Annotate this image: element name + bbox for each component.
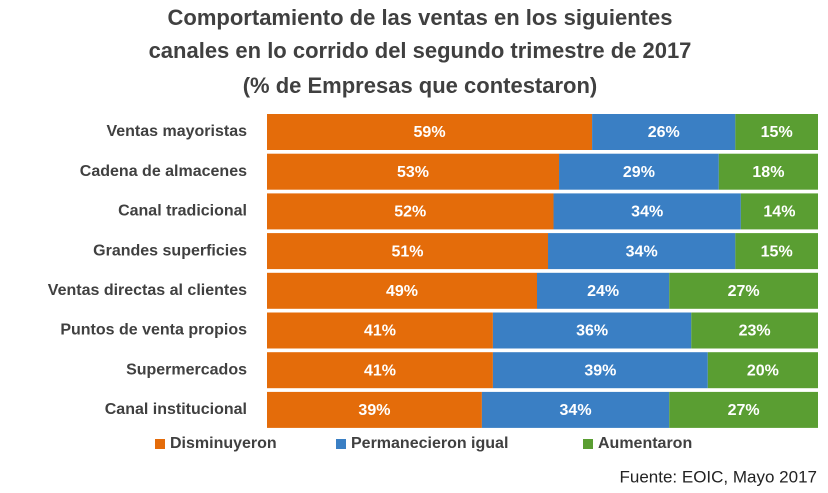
bar-segment [691,312,818,349]
bar-segment [536,272,670,309]
legend-label: Disminuyeron [170,435,277,452]
chart-title: Comportamiento de las ventas en los sigu… [168,5,673,30]
value-label: 34% [560,402,592,419]
bar-segment [548,233,736,270]
legend-swatch [336,439,346,449]
value-label: 34% [631,204,663,221]
value-label: 49% [386,283,418,300]
value-label: 41% [364,323,396,340]
bar-segment [735,114,818,150]
chart-title: (% de Empresas que contestaron) [243,73,598,98]
category-label: Ventas directas al clientes [48,282,247,299]
value-label: 27% [728,402,760,419]
value-label: 26% [648,124,680,141]
bar-segment [267,193,554,230]
legend-swatch [155,439,165,449]
category-label: Ventas mayoristas [106,123,247,140]
bar-segment [669,272,818,309]
chart-title: canales en lo corrido del segundo trimes… [149,38,692,63]
legend-label: Aumentaron [598,435,692,452]
bar-segment [559,153,719,190]
value-label: 20% [747,362,779,379]
value-label: 59% [414,124,446,141]
bar-segment [735,233,818,270]
bar-segment [740,193,818,230]
bar-segment [267,114,593,150]
category-label: Supermercados [126,361,247,378]
legend-label: Permanecieron igual [351,435,508,452]
value-label: 34% [626,243,658,260]
bar-segment [267,272,537,309]
value-label: 41% [364,362,396,379]
bar-segment [267,391,482,428]
value-label: 39% [584,362,616,379]
bar-segment [553,193,741,230]
value-label: 29% [623,164,655,181]
source-note: Fuente: EOIC, Mayo 2017 [620,467,818,486]
value-label: 53% [397,164,429,181]
bar-segment [481,391,670,428]
bar-segment [492,352,708,389]
category-label: Grandes superficies [93,242,247,259]
bar-segment [267,352,493,389]
bar-segment [492,312,692,349]
bar-segment [267,153,560,190]
value-label: 27% [728,283,760,300]
bar-segment [267,233,549,270]
category-label: Canal tradicional [118,203,247,220]
category-label: Puntos de venta propios [60,322,247,339]
bar-segment [707,352,818,389]
bar-segment [592,114,736,150]
legend-swatch [583,439,593,449]
value-label: 39% [358,402,390,419]
bar-segment [669,391,818,428]
bar-segment [718,153,818,190]
bar-segment [267,312,493,349]
value-label: 15% [761,243,793,260]
value-label: 24% [587,283,619,300]
value-label: 18% [752,164,784,181]
category-label: Cadena de almacenes [80,163,247,180]
category-label: Canal institucional [105,401,247,418]
value-label: 23% [739,323,771,340]
value-label: 36% [576,323,608,340]
value-label: 15% [761,124,793,141]
value-label: 52% [394,204,426,221]
value-label: 14% [763,204,795,221]
value-label: 51% [391,243,423,260]
